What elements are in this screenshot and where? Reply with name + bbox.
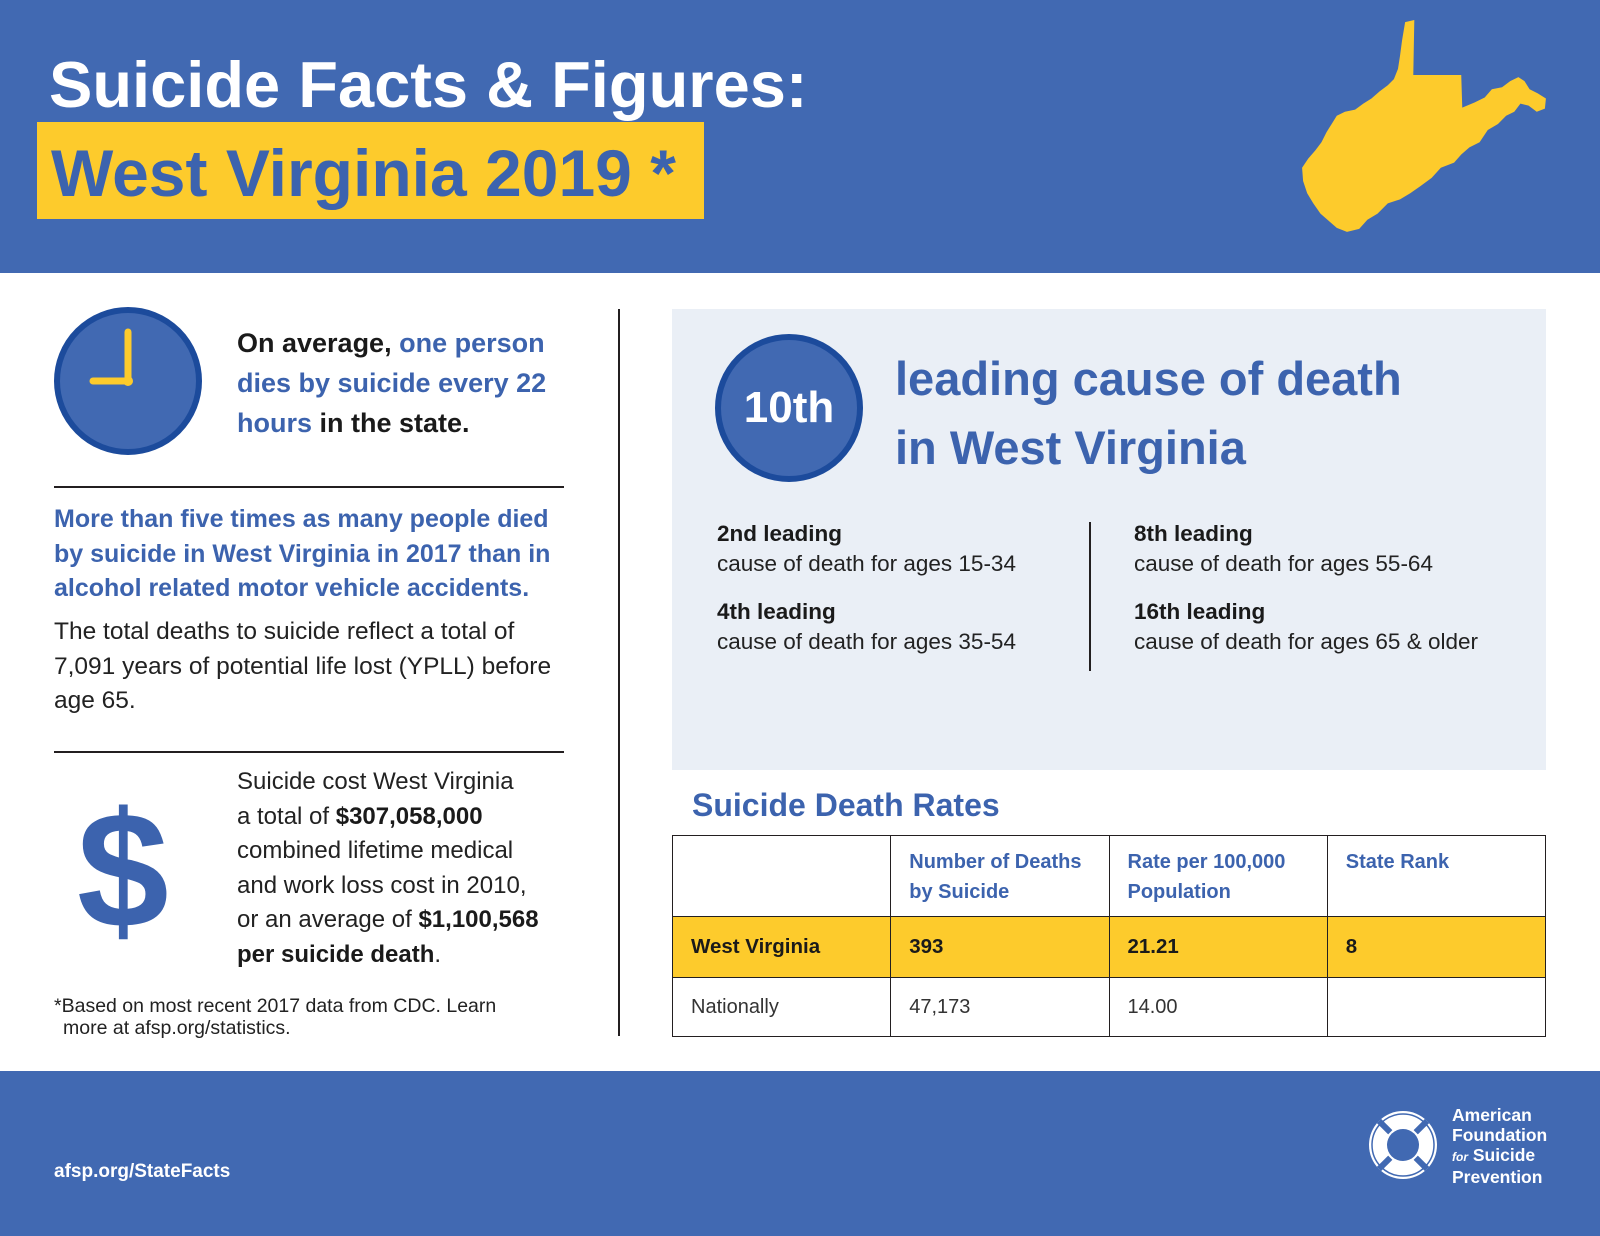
age-rank-label: 16th leading	[1134, 599, 1266, 624]
cost-line: combined lifetime medical	[237, 837, 514, 864]
age-rank-description: cause of death for ages 35-54	[717, 629, 1016, 654]
age-rank-description: cause of death for ages 65 & older	[1134, 629, 1478, 654]
row-label: West Virginia	[671, 916, 892, 978]
footnote-line: *Based on most recent 2017 data from CDC…	[54, 995, 497, 1017]
state-facts-link[interactable]: afsp.org/StateFacts	[54, 1161, 231, 1182]
cost-line: a total of $307,058,000	[237, 800, 539, 835]
logo-for: for	[1452, 1150, 1468, 1164]
cost-line-prefix: or an average of	[237, 906, 419, 933]
rank-cell: 8	[1326, 916, 1547, 978]
afsp-logo-wordmark: American Foundation for Suicide Preventi…	[1452, 1105, 1547, 1187]
age-rank-item: 8th leading cause of death for ages 55-6…	[1134, 519, 1433, 579]
cost-line-tail: .	[434, 940, 442, 968]
age-column-divider	[1089, 522, 1091, 671]
table-header-rate: Rate per 100,000 Population	[1108, 835, 1328, 917]
logo-line: for Suicide	[1452, 1145, 1547, 1167]
rank-badge: 10th	[715, 334, 863, 482]
age-rank-label: 8th leading	[1134, 521, 1253, 546]
page-subtitle: West Virginia 2019 *	[51, 136, 676, 210]
clock-center-pin	[123, 376, 133, 386]
logo-line: American	[1452, 1105, 1532, 1125]
rank-value: 10th	[743, 383, 835, 432]
rank-cell-empty	[1326, 977, 1547, 1037]
per-death-label: per suicide death	[237, 940, 435, 968]
section-divider	[54, 486, 564, 488]
dollar-icon: $	[77, 778, 169, 962]
heading-line: in West Virginia	[895, 421, 1246, 474]
cost-line: or an average of $1,100,568	[237, 903, 539, 938]
footnote-line: more at afsp.org/statistics.	[63, 1017, 291, 1039]
table-header-deaths: Number of Deaths by Suicide	[890, 835, 1110, 917]
fact-highlight: one person dies by suicide every 22 hour…	[237, 328, 547, 438]
data-source-footnote: *Based on most recent 2017 data from CDC…	[54, 995, 496, 1039]
clock-icon	[54, 307, 202, 455]
rate-cell: 14.00	[1108, 977, 1328, 1037]
deaths-cell: 393	[890, 916, 1110, 978]
cost-line: and work loss cost in 2010,	[237, 871, 527, 899]
lifebuoy-hole	[1387, 1129, 1419, 1161]
age-rank-description: cause of death for ages 15-34	[717, 551, 1016, 576]
table-row-west-virginia: West Virginia 393 21.21 8	[671, 916, 1547, 978]
suicide-death-rates-table: Number of Deaths by Suicide Rate per 100…	[671, 835, 1547, 1037]
fact-lead: On average,	[237, 328, 400, 358]
header-label: State Rank	[1345, 851, 1450, 873]
cost-line: per suicide death.	[237, 938, 539, 973]
logo-line: Prevention	[1452, 1167, 1543, 1187]
heading-line: leading cause of death	[895, 352, 1402, 405]
logo-line: Foundation	[1452, 1125, 1548, 1145]
logo-suicide: Suicide	[1472, 1145, 1536, 1165]
ypll-statement: The total deaths to suicide reflect a to…	[54, 618, 552, 714]
comparison-highlight: More than five times as many people died…	[54, 505, 551, 602]
subtitle-highlight-box: West Virginia 2019 *	[37, 122, 704, 219]
table-header-row: Number of Deaths by Suicide Rate per 100…	[671, 835, 1547, 917]
age-rank-label: 4th leading	[717, 599, 836, 624]
age-rank-description: cause of death for ages 55-64	[1134, 551, 1433, 576]
west-virginia-map-icon	[1302, 20, 1546, 232]
header-label: Number of Deaths by Suicide	[909, 851, 1082, 903]
age-rank-item: 4th leading cause of death for ages 35-5…	[717, 597, 1016, 657]
average-cost-value: $1,100,568	[418, 906, 539, 933]
total-cost-value: $307,058,000	[335, 802, 483, 830]
cost-line: Suicide cost West Virginia	[237, 768, 514, 795]
footer-banner	[0, 1071, 1600, 1236]
section-divider	[54, 751, 564, 753]
table-row-nationally: Nationally 47,173 14.00	[671, 977, 1547, 1037]
suicide-frequency-fact: On average, one person dies by suicide e…	[237, 323, 577, 443]
lifebuoy-logo-icon	[1369, 1111, 1437, 1179]
row-label: Nationally	[671, 977, 892, 1037]
table-header-rank: State Rank	[1326, 835, 1547, 917]
cost-statement: Suicide cost West Virginia a total of $3…	[237, 765, 539, 972]
deaths-cell: 47,173	[890, 977, 1110, 1037]
rates-table-title: Suicide Death Rates	[692, 787, 1000, 823]
state-outline	[1302, 20, 1546, 232]
page-title: Suicide Facts & Figures:	[49, 48, 808, 121]
rate-cell: 21.21	[1108, 916, 1328, 978]
column-divider	[618, 309, 620, 1036]
age-rank-item: 16th leading cause of death for ages 65 …	[1134, 597, 1478, 657]
leading-cause-heading: leading cause of death in West Virginia	[895, 344, 1402, 482]
header-label: Rate per 100,000 Population	[1127, 851, 1286, 903]
lifebuoy-inner-rim	[1371, 1113, 1435, 1177]
table-header-empty	[671, 835, 892, 917]
cost-line-prefix: a total of	[237, 802, 336, 830]
age-rank-label: 2nd leading	[717, 521, 843, 546]
age-rank-item: 2nd leading cause of death for ages 15-3…	[717, 519, 1016, 579]
fact-tail: in the state.	[312, 408, 470, 438]
